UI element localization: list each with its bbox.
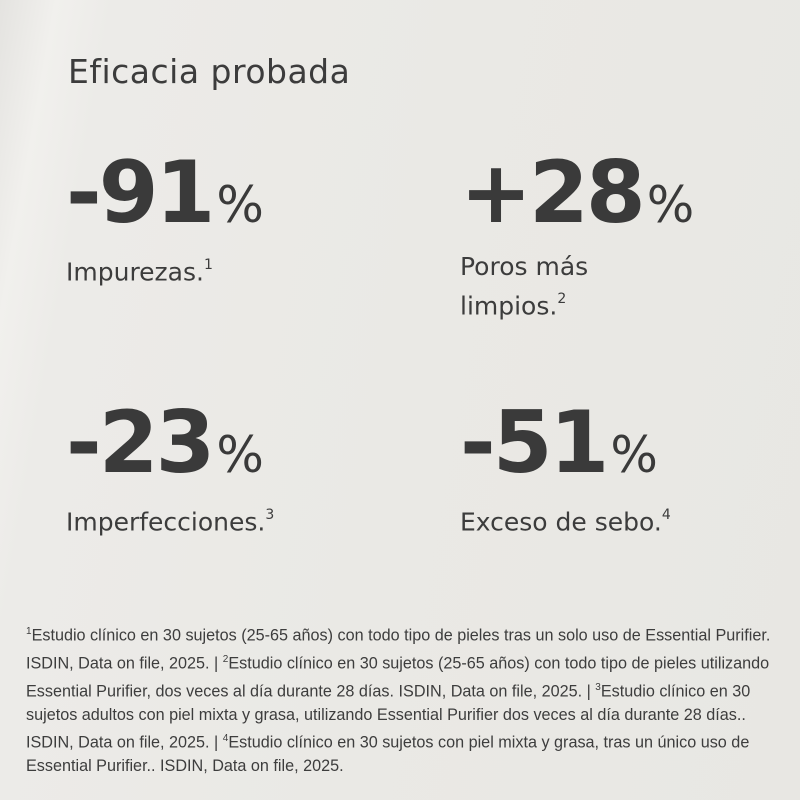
footnote-text: Estudio clínico en 30 sujetos (25-65 año… bbox=[26, 654, 770, 701]
stat-value: -51 bbox=[460, 393, 609, 493]
footnote-text: Estudio clínico en 30 sujetos con piel m… bbox=[26, 733, 750, 776]
stat-pores: +28 % Poros más limpios.2 bbox=[460, 150, 694, 323]
stat-unit: % bbox=[610, 426, 658, 484]
footnote-number: 2 bbox=[222, 653, 229, 665]
stat-unit: % bbox=[216, 176, 264, 234]
stat-value: +28 bbox=[460, 143, 646, 243]
footnote-number: 3 bbox=[595, 681, 601, 693]
footnote-ref: 3 bbox=[265, 507, 275, 523]
footnote-ref: 1 bbox=[203, 257, 213, 273]
footnote-text: Estudio clínico en 30 sujetos adultos co… bbox=[26, 682, 751, 752]
footnote-ref: 2 bbox=[557, 291, 567, 307]
stat-label: Exceso de sebo.4 bbox=[460, 500, 671, 539]
footnotes: 1Estudio clínico en 30 sujetos (25-65 añ… bbox=[26, 620, 786, 779]
stat-imperfections: -23 % Imperfecciones.3 bbox=[66, 400, 274, 539]
stat-label: Impurezas.1 bbox=[66, 250, 264, 289]
stat-label-text: Exceso de sebo. bbox=[460, 507, 662, 537]
page-title: Eficacia probada bbox=[68, 52, 351, 92]
stat-label: Poros más limpios.2 bbox=[460, 250, 680, 323]
footnote-ref: 4 bbox=[661, 507, 671, 523]
stat-unit: % bbox=[216, 426, 264, 484]
stat-sebum: -51 % Exceso de sebo.4 bbox=[460, 400, 671, 539]
stat-label-text: Imperfecciones. bbox=[66, 507, 266, 537]
footnote-text: Estudio clínico en 30 sujetos (25-65 año… bbox=[26, 626, 771, 673]
stat-impurities: -91 % Impurezas.1 bbox=[66, 150, 264, 289]
stat-unit: % bbox=[646, 176, 695, 234]
footnote-number: 4 bbox=[222, 733, 229, 745]
stat-value: -23 bbox=[66, 393, 215, 493]
footnote-number: 1 bbox=[26, 626, 32, 637]
stat-label-text: Impurezas. bbox=[66, 257, 204, 287]
stat-value: -91 bbox=[66, 143, 215, 243]
stat-label-text: Poros más limpios. bbox=[460, 252, 589, 321]
stat-label: Imperfecciones.3 bbox=[66, 500, 274, 539]
